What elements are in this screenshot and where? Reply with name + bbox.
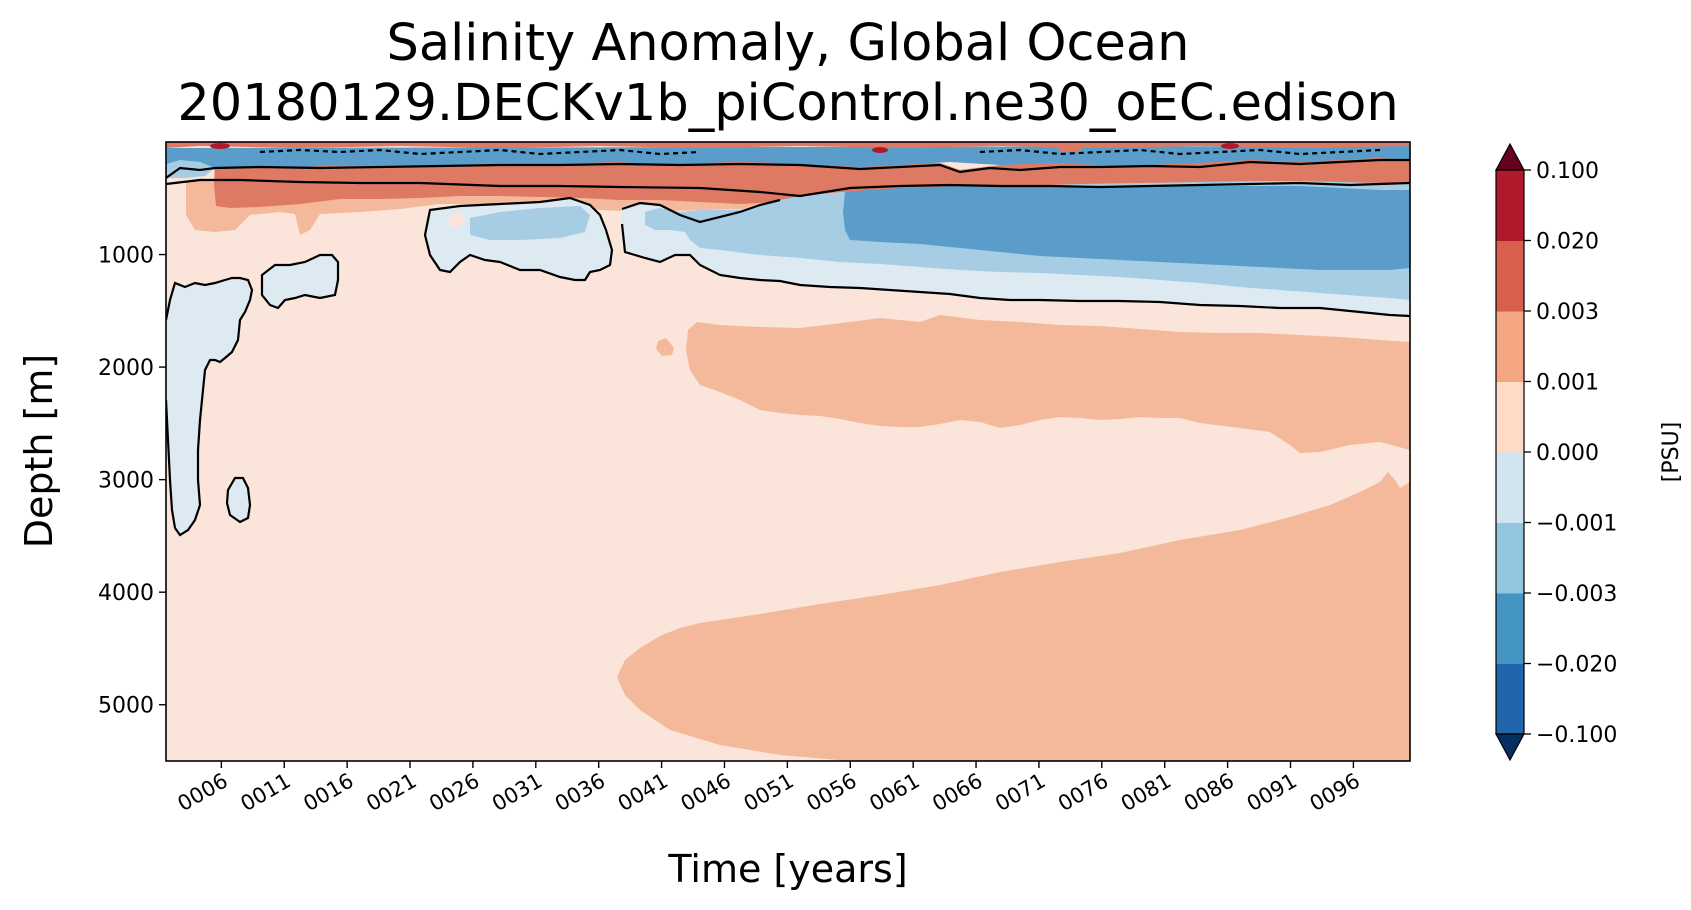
y-tick-label: 5000: [98, 694, 154, 719]
x-tick-label: 0091: [1243, 769, 1301, 817]
colorbar-band: [1496, 522, 1524, 594]
x-tick-label: 0011: [236, 769, 294, 817]
contour-blob-0011: [260, 253, 340, 310]
colorbar-band: [1496, 240, 1524, 312]
zero-contours: [166, 148, 1410, 537]
anomaly-region-surface-positive: [166, 142, 1410, 148]
anomaly-region-strong-negative: [843, 186, 1410, 270]
contour-surface-band: [166, 158, 1410, 179]
contour-patch-0021-0036: [423, 196, 614, 282]
x-axis: 0006 0011 0016 0021 0026 0031 0036 0041 0046 0051…: [174, 761, 1364, 816]
colorbar-extend-min: [1494, 733, 1526, 762]
colorbar-tick-label: −0.020: [1536, 653, 1617, 678]
y-tick-label: 4000: [98, 581, 154, 606]
x-tick-label: 0026: [425, 769, 483, 817]
chart-title: Salinity Anomaly, Global Ocean: [386, 14, 1190, 73]
colorbar-band: [1496, 593, 1524, 664]
contour-blob-0006: [225, 476, 252, 524]
contour-surface-dashed-2: [979, 148, 1381, 156]
contour-deep-negative-bottom: [620, 223, 1410, 318]
contour-surface-dashed: [259, 148, 701, 156]
x-tick-label: 0016: [299, 769, 357, 817]
colorbar-tick-label: 0.100: [1536, 159, 1599, 184]
colorbar-band: [1496, 452, 1524, 523]
anomaly-speck-surface-3: [872, 147, 888, 153]
x-tick-label: 0046: [677, 769, 735, 817]
anomaly-speck-surface-1: [210, 143, 230, 149]
x-tick-label: 0096: [1306, 769, 1364, 817]
anomaly-speck-surface-2: [1221, 143, 1239, 149]
x-tick-label: 0076: [1054, 769, 1112, 817]
colorbar-band: [1496, 311, 1524, 382]
y-axis: 1000 2000 3000 4000 5000: [98, 244, 166, 719]
x-tick-label: 0021: [362, 769, 420, 817]
anomaly-region-mid-positive-small: [656, 338, 674, 356]
x-tick-label: 0036: [551, 769, 609, 817]
anomaly-region-negative-blob-0011: [262, 255, 338, 308]
anomaly-region-deep-positive: [617, 472, 1410, 761]
y-axis-label: Depth [m]: [17, 354, 61, 549]
x-tick-label: 0086: [1180, 769, 1238, 817]
colorbar-tick-label: −0.001: [1536, 512, 1617, 537]
x-tick-label: 0081: [1117, 769, 1175, 817]
x-tick-label: 0041: [614, 769, 672, 817]
plot-area: [166, 142, 1410, 761]
colorbar-tick-label: 0.001: [1536, 371, 1599, 396]
y-tick-label: 1000: [98, 244, 154, 269]
colorbar-tick-label: 0.003: [1536, 300, 1599, 325]
contour-negative-column: [166, 276, 254, 537]
y-tick-label: 3000: [98, 469, 154, 494]
anomaly-region-mid-positive: [686, 315, 1410, 453]
colorbar-tick-label: −0.003: [1536, 582, 1617, 607]
anomaly-speck-surface-4: [1058, 146, 1082, 152]
anomaly-region-speck-0026: [448, 212, 466, 228]
x-tick-label: 0066: [928, 769, 986, 817]
y-tick-label: 2000: [98, 356, 154, 381]
x-axis-label: Time [years]: [667, 847, 907, 891]
colorbar-label: [PSU]: [1659, 422, 1684, 483]
anomaly-region-light-negative-0026-0036: [470, 206, 590, 240]
anomaly-region-upper-positive: [214, 156, 1410, 208]
x-tick-label: 0031: [488, 769, 546, 817]
x-tick-label: 0006: [174, 769, 232, 817]
anomaly-region-negative-column: [166, 278, 252, 535]
anomaly-region-negative-speck-0041: [645, 208, 670, 228]
colorbar-band: [1496, 663, 1524, 735]
colorbar-extend-max: [1494, 142, 1526, 171]
chart-subtitle: 20180129.DECKv1b_piControl.ne30_oEC.edis…: [177, 74, 1399, 133]
colorbar-tick-label: 0.020: [1536, 230, 1599, 255]
x-tick-label: 0061: [865, 769, 923, 817]
x-tick-label: 0051: [740, 769, 798, 817]
colorbar-band: [1496, 381, 1524, 453]
x-tick-label: 0056: [802, 769, 860, 817]
colorbar-tick-label: −0.100: [1536, 723, 1617, 748]
anomaly-region-negative-blob-0006: [227, 478, 250, 522]
contour-deep-negative-top: [621, 198, 781, 224]
colorbar-band: [1496, 170, 1524, 241]
colorbar-tick-label: 0.000: [1536, 441, 1599, 466]
x-tick-label: 0071: [991, 769, 1049, 817]
anomaly-region-surface-negative: [166, 146, 1410, 175]
colorbar: 0.100 0.020 0.003 0.001 0.000 −0.001 −0.003 −0.…: [1494, 142, 1617, 762]
contour-upper-lower: [166, 178, 1410, 198]
